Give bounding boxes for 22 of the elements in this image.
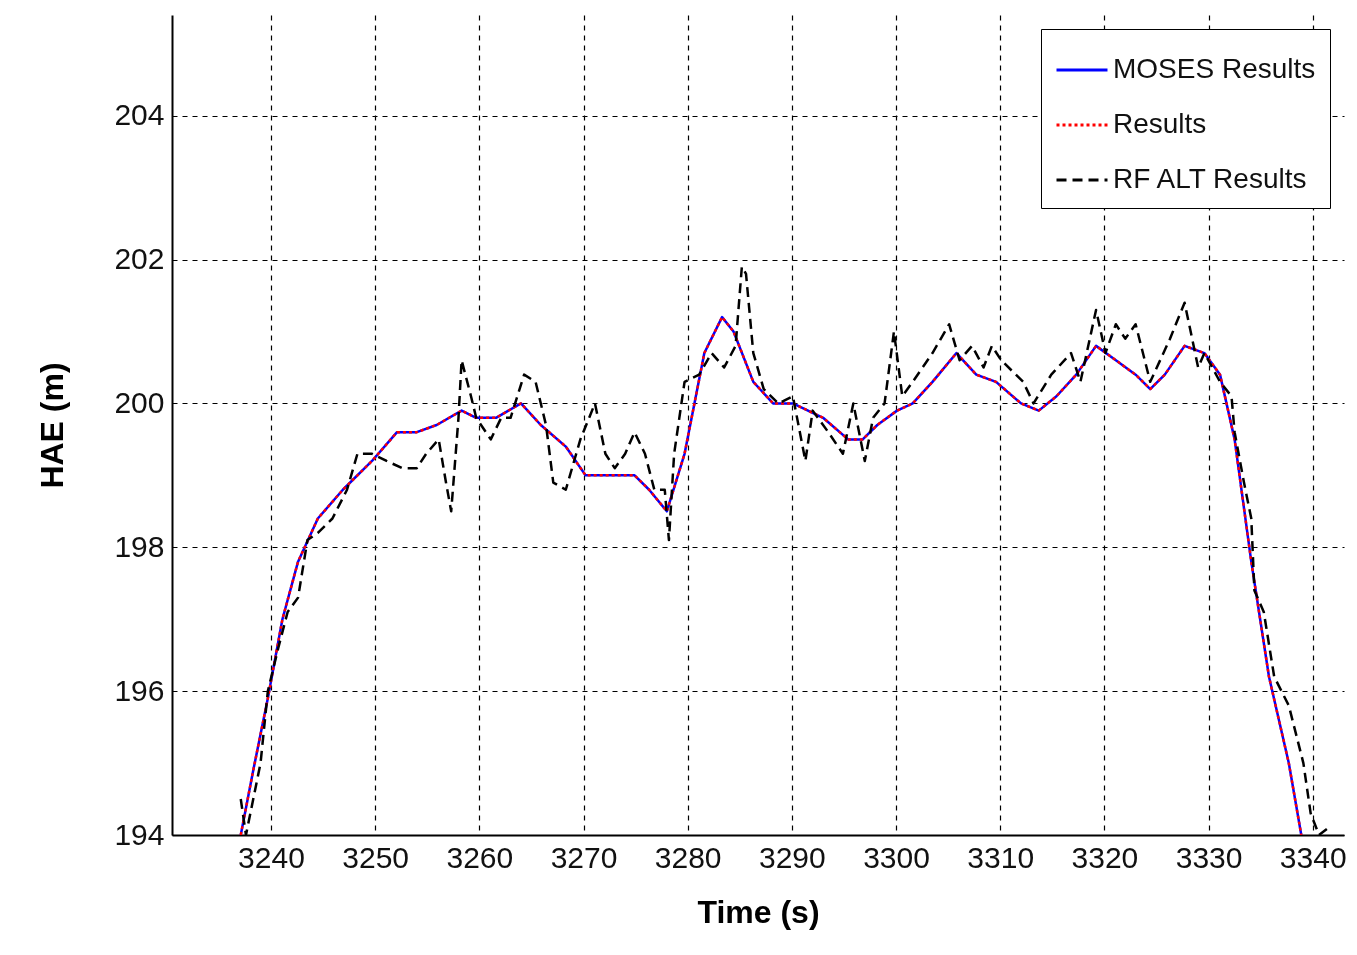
x-tick-label: 3240 <box>238 840 305 874</box>
y-tick-label: 200 <box>114 385 165 419</box>
x-tick-label: 3250 <box>342 840 410 874</box>
x-tick-label: 3280 <box>654 840 722 874</box>
y-tick-label: 196 <box>114 673 165 707</box>
legend-label: MOSES Results <box>1113 53 1316 84</box>
x-tick-label: 3310 <box>967 840 1035 874</box>
x-tick-label: 3320 <box>1071 840 1139 874</box>
y-axis-title: HAE (m) <box>34 362 71 489</box>
x-tick-label: 3260 <box>446 840 514 874</box>
x-tick-label: 3330 <box>1175 840 1243 874</box>
x-axis-title: Time (s) <box>697 893 820 930</box>
legend-label: RF ALT Results <box>1113 163 1307 194</box>
legend-label: Results <box>1113 108 1207 139</box>
x-tick-label: 3290 <box>758 840 826 874</box>
x-tick-label: 3340 <box>1279 840 1347 874</box>
x-tick-label: 3270 <box>550 840 618 874</box>
x-tick-label: 3300 <box>863 840 930 874</box>
y-tick-label: 198 <box>114 529 165 563</box>
y-tick-label: 204 <box>114 98 165 132</box>
y-tick-label: 202 <box>114 242 165 276</box>
y-tick-label: 194 <box>114 817 165 851</box>
